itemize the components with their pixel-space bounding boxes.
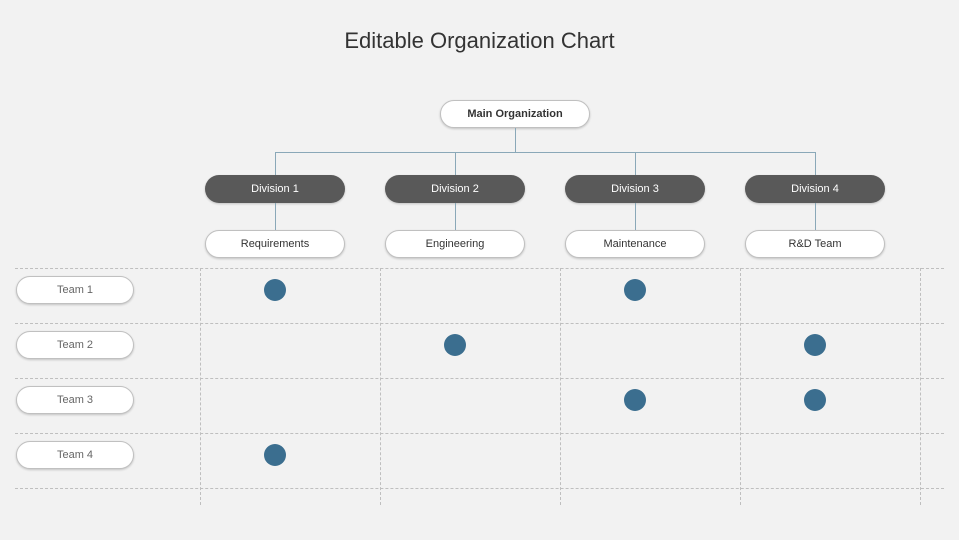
dept-node: R&D Team xyxy=(745,230,885,258)
grid-hline xyxy=(15,433,944,434)
grid-hline xyxy=(15,488,944,489)
grid-vline xyxy=(200,268,201,505)
grid-vline xyxy=(740,268,741,505)
grid-hline xyxy=(15,268,944,269)
connector xyxy=(275,203,276,230)
connector xyxy=(275,152,815,153)
connector xyxy=(455,203,456,230)
dept-node: Maintenance xyxy=(565,230,705,258)
team-node: Team 3 xyxy=(16,386,134,414)
connector xyxy=(815,203,816,230)
main-org-node: Main Organization xyxy=(440,100,590,128)
connector xyxy=(455,152,456,176)
main-org-label: Main Organization xyxy=(467,108,562,120)
connector xyxy=(815,152,816,176)
matrix-dot xyxy=(804,389,826,411)
dept-node: Requirements xyxy=(205,230,345,258)
grid-vline xyxy=(380,268,381,505)
division-node: Division 4 xyxy=(745,175,885,203)
connector xyxy=(275,152,276,176)
page-title: Editable Organization Chart xyxy=(0,28,959,54)
division-node: Division 2 xyxy=(385,175,525,203)
team-node: Team 2 xyxy=(16,331,134,359)
connector xyxy=(635,152,636,176)
team-node: Team 1 xyxy=(16,276,134,304)
connector xyxy=(635,203,636,230)
matrix-dot xyxy=(624,279,646,301)
grid-vline xyxy=(920,268,921,505)
division-node: Division 1 xyxy=(205,175,345,203)
matrix-dot xyxy=(264,444,286,466)
matrix-dot xyxy=(444,334,466,356)
grid-hline xyxy=(15,323,944,324)
dept-node: Engineering xyxy=(385,230,525,258)
division-node: Division 3 xyxy=(565,175,705,203)
matrix-dot xyxy=(804,334,826,356)
grid-vline xyxy=(560,268,561,505)
matrix-dot xyxy=(264,279,286,301)
team-node: Team 4 xyxy=(16,441,134,469)
matrix-dot xyxy=(624,389,646,411)
connector xyxy=(515,128,516,152)
grid-hline xyxy=(15,378,944,379)
